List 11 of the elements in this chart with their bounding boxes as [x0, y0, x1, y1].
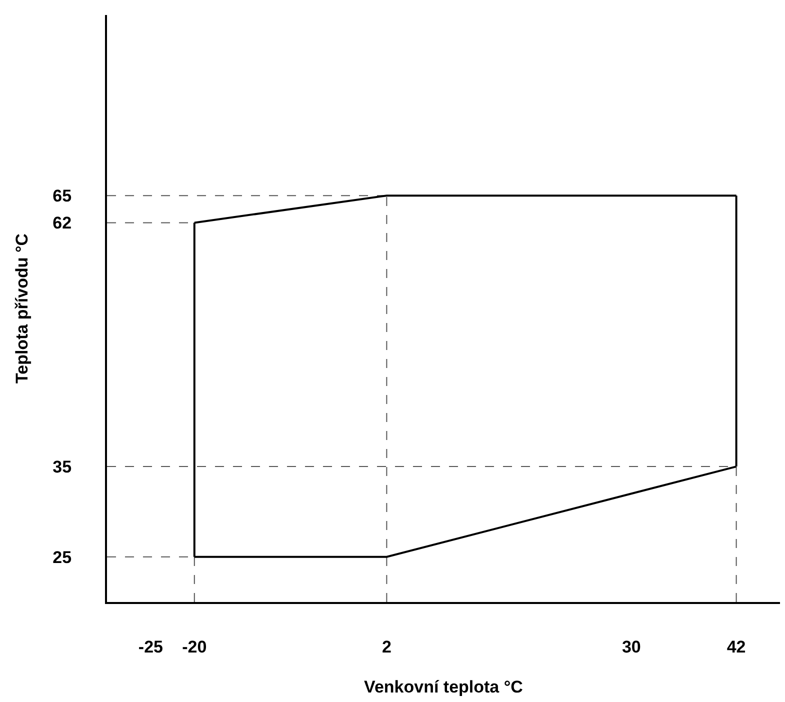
x-tick-label: 42: [726, 637, 746, 656]
x-tick-label: 30: [622, 637, 641, 656]
y-axis-title: Teplota přívodu °C: [12, 233, 32, 384]
y-tick-label: 35: [52, 457, 72, 476]
y-tick-label: 65: [52, 186, 72, 206]
x-tick-label: 2: [382, 637, 392, 656]
y-tick-label: 25: [52, 548, 72, 567]
x-tick-label: -20: [182, 637, 207, 656]
x-axis-title: Venkovní teplota °C: [364, 677, 523, 696]
y-tick-label: 62: [52, 214, 72, 233]
x-tick-label: -25: [138, 637, 163, 656]
